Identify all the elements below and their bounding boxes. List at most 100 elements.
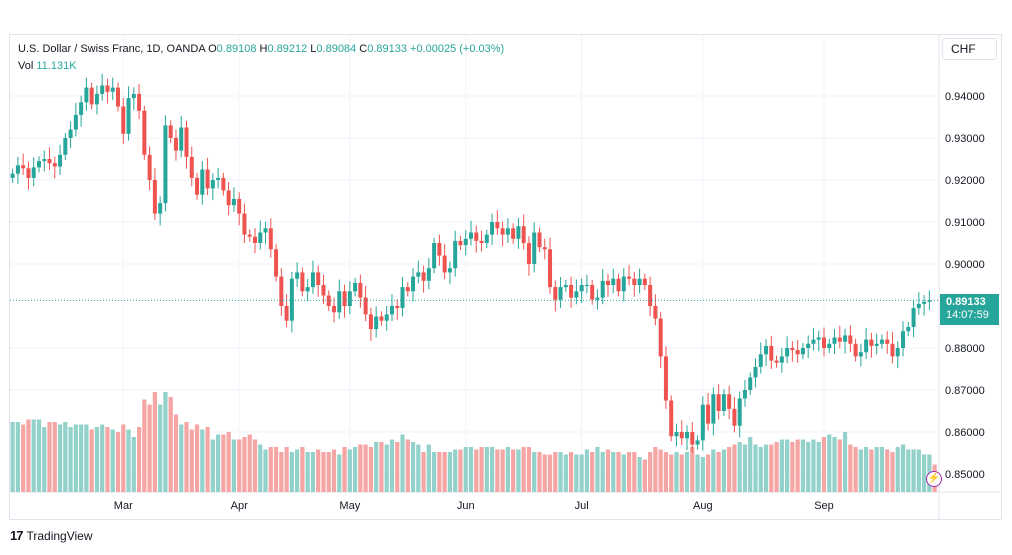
volume-bar	[279, 452, 284, 492]
volume-value: 11.131K	[36, 60, 77, 72]
volume-bar	[300, 447, 305, 492]
low-value: 0.89084	[316, 43, 357, 55]
volume-bar	[616, 452, 621, 492]
candle-body	[374, 316, 379, 330]
candle-body	[347, 291, 352, 306]
candle-body	[463, 238, 468, 246]
candle-body	[421, 272, 426, 281]
candle-body	[158, 203, 163, 214]
volume-bar	[621, 454, 626, 492]
volume-bar	[821, 437, 827, 492]
candle-body	[716, 394, 721, 411]
volume-bar	[632, 452, 637, 492]
candle-body	[548, 249, 553, 288]
candle-body	[474, 232, 479, 241]
candle-body	[753, 366, 758, 378]
candle-body	[131, 93, 136, 99]
candle-body	[632, 278, 637, 285]
volume-bar	[769, 444, 774, 492]
candle-body	[927, 300, 932, 302]
candle-body	[479, 240, 484, 243]
candle-body	[47, 159, 52, 164]
candle-body	[758, 354, 763, 367]
tradingview-logo-icon: 17	[10, 528, 24, 543]
candle-body	[26, 168, 31, 178]
candle-body	[68, 129, 73, 138]
candle-body	[511, 228, 516, 239]
candle-body	[105, 85, 110, 92]
volume-bar	[900, 444, 906, 492]
tradingview-brand[interactable]: 17 TradingView	[10, 528, 93, 543]
candle-body	[558, 287, 563, 300]
candle-body	[152, 180, 157, 214]
volume-bar	[63, 422, 68, 492]
candle-body	[848, 335, 853, 344]
candle-body	[411, 276, 416, 292]
candle-body	[295, 272, 300, 279]
candle-body	[669, 400, 674, 437]
volume-bar	[221, 434, 226, 492]
volume-bar	[574, 454, 579, 492]
volume-bar	[337, 454, 342, 492]
candle-body	[874, 343, 879, 346]
volume-bar	[89, 429, 94, 492]
candle-body	[453, 240, 458, 269]
volume-bar	[600, 452, 605, 492]
volume-bar	[648, 452, 653, 492]
volume-bar	[858, 449, 863, 492]
candle-body	[553, 287, 558, 300]
candle-body	[590, 285, 595, 300]
volume-bar	[716, 452, 721, 492]
volume-bar	[432, 452, 437, 492]
candle-body	[121, 106, 126, 134]
volume-bar	[837, 439, 842, 492]
candle-body	[774, 360, 779, 363]
volume-bar	[658, 449, 663, 492]
candle-body	[116, 87, 121, 107]
volume-bar	[400, 434, 405, 492]
candle-body	[31, 167, 36, 178]
volume-bar	[611, 452, 616, 492]
volume-bar	[774, 442, 779, 492]
candle-body	[779, 356, 784, 363]
y-tick-label: 0.85000	[945, 469, 985, 481]
volume-bar	[237, 439, 242, 492]
x-tick-label: Jul	[575, 500, 589, 512]
candle-body	[532, 232, 537, 264]
candle-body	[137, 93, 142, 111]
lightning-icon[interactable]: ⚡	[926, 471, 942, 487]
volume-bar	[263, 449, 268, 492]
volume-row: Vol 11.131K	[18, 58, 504, 75]
volume-bar	[779, 439, 784, 492]
candle-body	[274, 249, 279, 277]
candle-body	[895, 348, 900, 357]
candle-body	[126, 98, 131, 134]
volume-bar	[690, 447, 695, 492]
volume-bar	[895, 447, 900, 492]
y-tick-label: 0.92000	[945, 175, 985, 187]
volume-bar	[727, 447, 732, 492]
currency-button[interactable]: CHF	[942, 38, 997, 60]
volume-bar	[748, 437, 753, 492]
candle-body	[663, 356, 668, 401]
x-tick-label: Apr	[231, 500, 248, 512]
candle-body	[279, 276, 284, 306]
volume-bar	[163, 392, 168, 492]
candle-body	[732, 408, 737, 426]
symbol-title[interactable]: U.S. Dollar / Swiss Franc, 1D, OANDA	[18, 43, 206, 55]
candle-body	[15, 165, 20, 174]
volume-bar	[68, 427, 73, 492]
volume-bar	[700, 457, 705, 492]
volume-bar	[732, 444, 737, 492]
volume-bar	[453, 449, 458, 492]
candle-body	[911, 308, 916, 327]
volume-bar	[84, 424, 89, 492]
candle-body	[110, 87, 115, 92]
volume-bar	[521, 447, 526, 492]
candle-body	[63, 138, 68, 155]
volume-bar	[258, 444, 263, 492]
candle-body	[284, 306, 289, 321]
volume-bar	[653, 447, 658, 492]
volume-bar	[136, 427, 142, 492]
